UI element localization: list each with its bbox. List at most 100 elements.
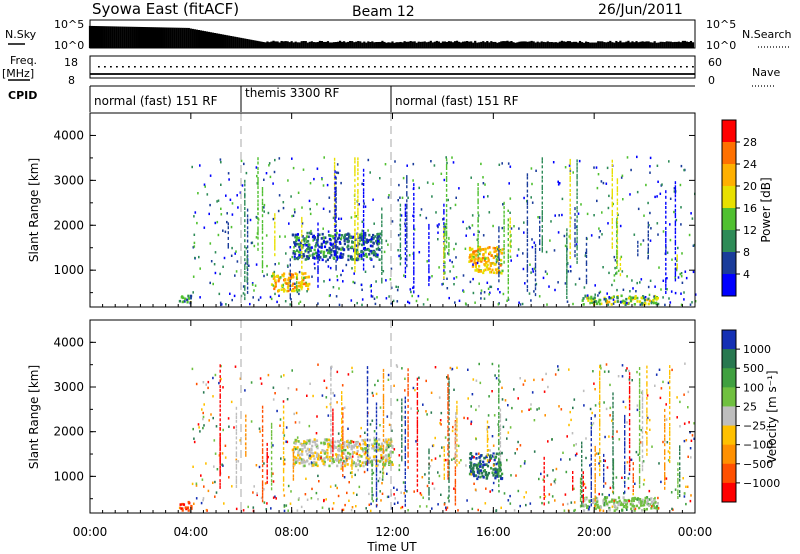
heatmap-cell (294, 448, 297, 451)
heatmap-cell (223, 502, 225, 505)
heatmap-cell (690, 439, 693, 442)
nave-dot (344, 66, 346, 68)
heatmap-cell (541, 205, 543, 209)
heatmap-cell (581, 468, 583, 472)
nave-dot (284, 66, 286, 68)
heatmap-cell (498, 415, 500, 419)
heatmap-cell (305, 276, 308, 279)
heatmap-cell (621, 375, 624, 378)
heatmap-cell (638, 506, 641, 510)
heatmap-cell (401, 424, 403, 427)
nave-dot (356, 66, 358, 68)
heatmap-cell (622, 288, 625, 291)
heatmap-cell (354, 167, 356, 171)
heatmap-cell (473, 474, 476, 478)
heatmap-cell (320, 441, 323, 445)
heatmap-cell (595, 166, 598, 169)
colorbar-swatch (722, 142, 736, 165)
heatmap-cell (273, 287, 276, 291)
heatmap-cell (616, 207, 619, 211)
heatmap-cell (574, 283, 577, 286)
heatmap-cell (401, 409, 403, 413)
heatmap-cell (543, 502, 545, 506)
heatmap-cell (476, 477, 479, 481)
heatmap-cell (653, 297, 656, 300)
heatmap-cell (629, 299, 632, 303)
heatmap-cell (541, 216, 543, 219)
heatmap-cell (477, 198, 479, 202)
heatmap-cell (599, 456, 601, 459)
heatmap-cell (322, 236, 325, 239)
heatmap-cell (346, 463, 349, 466)
nave-dot (212, 66, 214, 68)
heatmap-cell (475, 457, 478, 460)
heatmap-cell (510, 474, 512, 477)
heatmap-cell (333, 168, 336, 172)
heatmap-cell (214, 495, 216, 498)
heatmap-cell (399, 196, 401, 199)
nave-dot (524, 66, 526, 68)
heatmap-cell (636, 281, 638, 285)
heatmap-cell (510, 233, 512, 237)
heatmap-cell (585, 456, 587, 460)
heatmap-cell (378, 235, 381, 238)
heatmap-cell (611, 435, 614, 439)
heatmap-cell (669, 301, 672, 304)
heatmap-cell (428, 232, 430, 236)
heatmap-cell (287, 387, 290, 390)
heatmap-cell (523, 196, 525, 200)
heatmap-cell (334, 225, 336, 228)
heatmap-cell (655, 301, 658, 304)
heatmap-cell (687, 455, 689, 458)
heatmap-cell (246, 268, 249, 271)
heatmap-cell (488, 426, 490, 429)
heatmap-cell (443, 227, 445, 231)
nave-dot (452, 66, 454, 68)
heatmap-cell (672, 508, 674, 511)
heatmap-cell (499, 441, 502, 445)
nave-dot (512, 66, 514, 68)
heatmap-cell (342, 465, 344, 469)
heatmap-cell (317, 228, 319, 232)
heatmap-cell (501, 162, 503, 165)
heatmap-cell (307, 235, 310, 239)
heatmap-cell (647, 250, 649, 254)
heatmap-cell (244, 275, 246, 279)
heatmap-cell (216, 468, 219, 471)
heatmap-cell (326, 443, 329, 446)
heatmap-cell (649, 171, 651, 174)
heatmap-cell (290, 195, 292, 198)
heatmap-cell (656, 164, 659, 167)
heatmap-cell (604, 459, 606, 463)
heatmap-cell (274, 213, 276, 217)
heatmap-cell (607, 206, 610, 210)
heatmap-cell (337, 448, 340, 452)
heatmap-cell (590, 483, 592, 487)
heatmap-cell (486, 437, 489, 441)
heatmap-cell (282, 201, 285, 204)
heatmap-cell (357, 242, 359, 246)
heatmap-cell (195, 382, 198, 386)
heatmap-cell (638, 404, 641, 408)
heatmap-cell (504, 399, 507, 402)
heatmap-cell (673, 190, 676, 193)
heatmap-cell (366, 397, 369, 401)
heatmap-cell (590, 491, 592, 495)
heatmap-cell (309, 454, 311, 457)
heatmap-cell (448, 433, 450, 437)
heatmap-cell (235, 425, 238, 429)
heatmap-cell (614, 505, 617, 508)
heatmap-cell (401, 445, 403, 448)
heatmap-cell (579, 504, 582, 508)
heatmap-cell (290, 298, 292, 301)
heatmap-cell (613, 499, 615, 503)
nave-dot (566, 66, 568, 68)
heatmap-cell (357, 213, 359, 217)
heatmap-cell (526, 176, 529, 180)
heatmap-cell (247, 505, 249, 509)
heatmap-cell (330, 449, 333, 453)
heatmap-cell (274, 221, 276, 225)
heatmap-cell (643, 499, 647, 503)
heatmap-cell (332, 432, 334, 436)
heatmap-cell (650, 506, 653, 510)
